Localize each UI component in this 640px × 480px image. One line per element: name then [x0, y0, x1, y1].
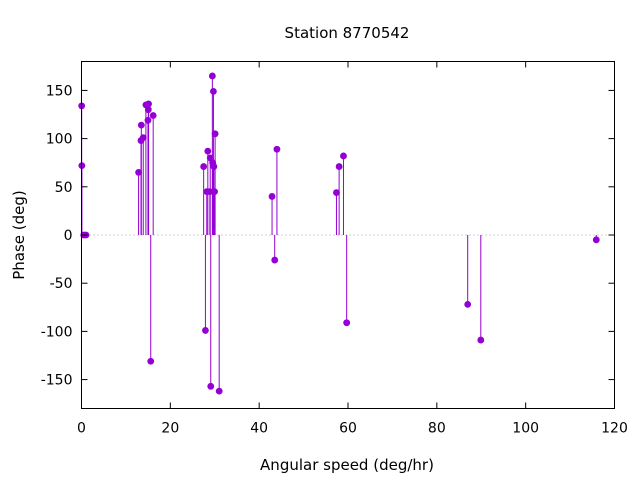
y-tick-label-4: 50 [55, 180, 73, 196]
data-point-12 [147, 357, 155, 365]
chart-title: Station 8770542 [285, 24, 410, 42]
data-point-27 [215, 387, 223, 395]
data-point-30 [273, 145, 281, 153]
x-tick-label-5: 100 [512, 421, 539, 437]
data-point-37 [592, 236, 600, 244]
data-point-31 [333, 189, 340, 196]
data-point-25 [211, 188, 218, 196]
data-point-26 [211, 130, 219, 138]
x-axis-title: Angular speed (deg/hr) [260, 456, 434, 474]
data-point-4 [135, 168, 142, 176]
data-point-24 [210, 163, 218, 170]
y-axis-title: Phase (deg) [10, 190, 28, 280]
data-point-9 [144, 116, 152, 124]
y-tick-label-0: -150 [41, 373, 73, 389]
x-tick-label-2: 40 [250, 421, 268, 437]
y-tick-label-6: 150 [46, 83, 73, 99]
y-tick-label-2: -50 [50, 276, 73, 292]
x-tick-label-4: 80 [428, 421, 446, 437]
data-point-15 [202, 327, 209, 334]
data-point-10 [144, 106, 152, 114]
data-point-17 [204, 147, 212, 155]
data-point-32 [335, 163, 343, 170]
data-point-23 [210, 87, 217, 95]
x-tick-label-6: 120 [601, 421, 628, 437]
data-point-18 [206, 188, 214, 196]
data-point-13 [149, 112, 157, 119]
x-tick-label-3: 60 [339, 421, 357, 437]
data-point-6 [137, 121, 145, 129]
x-tick-label-1: 20 [161, 421, 179, 437]
data-point-21 [208, 72, 216, 80]
y-tick-label-1: -100 [41, 324, 73, 340]
data-point-36 [477, 336, 485, 344]
data-point-14 [200, 163, 208, 170]
data-point-11 [145, 100, 152, 108]
x-tick-label-0: 0 [77, 421, 86, 437]
data-point-33 [340, 152, 347, 160]
data-point-29 [271, 256, 279, 264]
data-point-35 [464, 301, 472, 308]
x-axis-ticks: 0 20 40 60 80 100 120 [77, 61, 628, 437]
data-point-20 [207, 382, 215, 390]
y-axis-ticks: -150 -100 -50 0 50 100 150 [41, 83, 615, 389]
data-point-7 [139, 134, 147, 142]
y-tick-label-3: 0 [64, 228, 73, 244]
data-point-28 [268, 193, 276, 200]
data-point-34 [343, 319, 351, 327]
y-tick-label-5: 100 [46, 132, 73, 148]
